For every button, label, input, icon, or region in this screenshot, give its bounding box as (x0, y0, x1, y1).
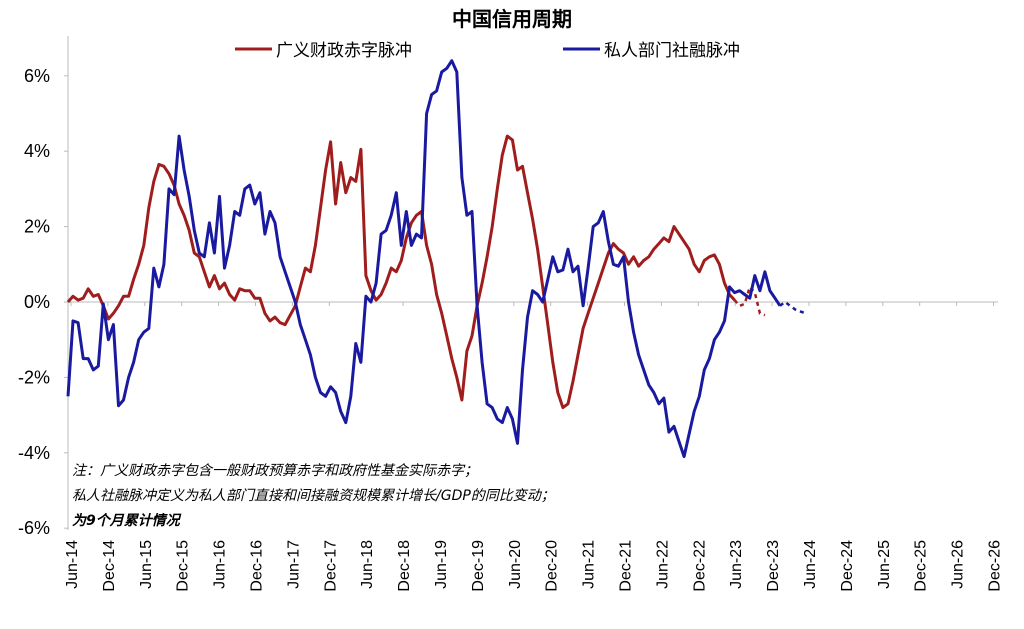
x-tick-label: Jun-19 (433, 540, 450, 589)
x-tick-label: Jun-16 (212, 540, 229, 589)
note-line-1: 注：广义财政赤字包含一般财政预算赤字和政府性基金实际赤字； (72, 463, 478, 479)
x-tick-label: Dec-25 (913, 540, 930, 592)
x-tick-label: Jun-22 (654, 540, 671, 589)
series-line-0 (66, 134, 736, 410)
x-tick-label: Jun-14 (64, 540, 81, 589)
y-tick-label: -4% (18, 443, 50, 463)
x-tick-label: Dec-22 (691, 540, 708, 592)
y-tick-label: 6% (24, 66, 50, 86)
x-tick-labels: Jun-14 Dec-14 Jun-15 Dec-15 Jun-16 Dec-16 Jun-… (64, 302, 1004, 592)
y-tick-label: 2% (24, 217, 50, 237)
x-tick-label: Jun-21 (581, 540, 598, 589)
x-tick-label: Dec-18 (396, 540, 413, 592)
x-tick-label: Jun-15 (138, 540, 155, 589)
y-tick-label: -6% (18, 518, 50, 538)
x-tick-label: Dec-17 (322, 540, 339, 592)
x-tick-label: Jun-20 (507, 540, 524, 589)
x-tick-label: Dec-23 (765, 540, 782, 592)
series-line-1 (66, 59, 782, 459)
series-forecast-0 (733, 284, 766, 317)
legend-label-fiscal: 广义财政赤字脉冲 (276, 41, 412, 61)
x-tick-label: Jun-18 (359, 540, 376, 589)
y-tick-label: 4% (24, 141, 50, 161)
y-tick-label: -2% (18, 367, 50, 387)
legend-label-private: 私人部门社融脉冲 (604, 41, 740, 61)
series-lines (66, 59, 806, 459)
y-tick-labels: 6% 4% 2% 0% -2% -4% -6% (18, 66, 68, 538)
x-tick-label: Dec-26 (987, 540, 1004, 592)
chart-title: 中国信用周期 (452, 7, 572, 31)
note-line-2: 私人社融脉冲定义为私人部门直接和间接融资规模累计增长/GDP的同比变动； (72, 488, 555, 504)
x-tick-label: Jun-24 (802, 540, 819, 589)
x-tick-label: Jun-17 (285, 540, 302, 589)
x-tick-label: Dec-24 (839, 540, 856, 592)
y-tick-label: 0% (24, 292, 50, 312)
x-tick-label: Dec-20 (544, 540, 561, 592)
x-tick-label: Dec-15 (175, 540, 192, 592)
note-line-3: 为9个月累计情况 (72, 512, 182, 529)
series-forecast-1 (779, 300, 806, 315)
x-tick-label: Dec-21 (618, 540, 635, 592)
axes (67, 36, 998, 530)
x-tick-label: Jun-25 (876, 540, 893, 589)
x-tick-label: Dec-16 (249, 540, 266, 592)
chart-notes: 注：广义财政赤字包含一般财政预算赤字和政府性基金实际赤字； 私人社融脉冲定义为私… (72, 463, 555, 529)
legend: 广义财政赤字脉冲 私人部门社融脉冲 (235, 41, 740, 61)
x-tick-label: Jun-26 (950, 540, 967, 589)
x-tick-label: Dec-14 (101, 540, 118, 592)
x-tick-label: Jun-23 (728, 540, 745, 589)
x-tick-label: Dec-19 (470, 540, 487, 592)
